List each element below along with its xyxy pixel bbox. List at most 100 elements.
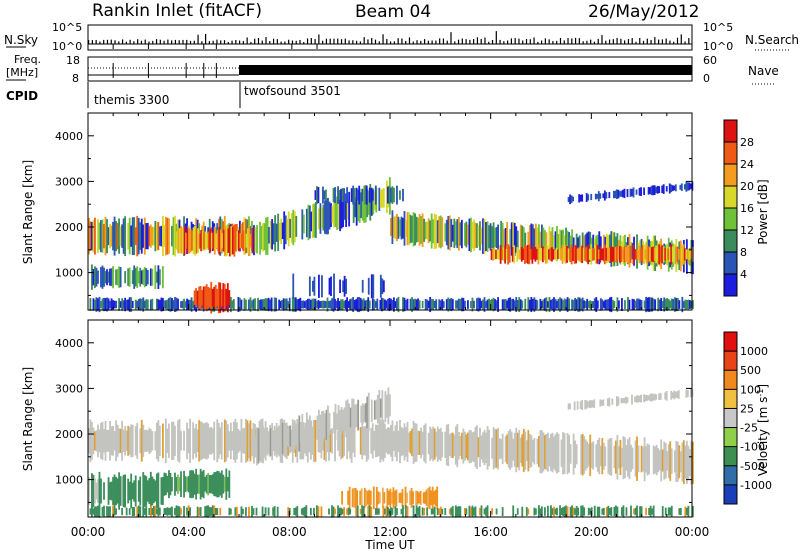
velocity-mark bbox=[157, 472, 160, 510]
power-mark bbox=[549, 247, 552, 261]
x-tick-label: 08:00 bbox=[272, 525, 307, 539]
velocity-mark bbox=[553, 506, 555, 517]
power-mark bbox=[546, 245, 549, 264]
power-mark bbox=[207, 231, 210, 250]
velocity-mark bbox=[357, 399, 360, 431]
velocity-mark bbox=[391, 420, 394, 462]
colorbar-tick-label: 25 bbox=[740, 402, 754, 415]
velocity-mark bbox=[557, 433, 560, 473]
velocity-mark bbox=[139, 506, 142, 517]
velocity-mark bbox=[550, 505, 552, 518]
nsky-bar bbox=[457, 39, 460, 44]
power-mark bbox=[394, 301, 397, 308]
nsky-bar bbox=[367, 39, 369, 44]
velocity-mark bbox=[307, 419, 310, 442]
power-mark bbox=[142, 269, 145, 286]
power-mark bbox=[397, 296, 400, 313]
power-mark bbox=[180, 227, 183, 254]
power-mark bbox=[320, 300, 323, 309]
velocity-mark bbox=[362, 426, 365, 456]
colorbar-frame bbox=[723, 331, 738, 505]
power-mark bbox=[541, 300, 543, 309]
velocity-mark bbox=[411, 428, 413, 457]
power-mark bbox=[193, 290, 196, 305]
power-mark bbox=[613, 301, 616, 308]
velocity-mark bbox=[522, 428, 525, 473]
velocity-mark bbox=[220, 470, 223, 498]
power-mark bbox=[356, 189, 359, 201]
velocity-mark bbox=[309, 421, 312, 460]
velocity-mark bbox=[364, 426, 367, 456]
velocity-mark bbox=[387, 490, 390, 505]
nsky-bar bbox=[533, 37, 535, 44]
power-mark bbox=[220, 289, 223, 307]
colorbar-tick-label: 16 bbox=[740, 202, 754, 215]
velocity-mark bbox=[283, 419, 286, 456]
velocity-mark bbox=[658, 450, 661, 471]
power-mark bbox=[592, 301, 595, 308]
power-mark bbox=[447, 215, 450, 250]
velocity-mark bbox=[610, 507, 613, 516]
power-mark bbox=[459, 298, 462, 311]
power-mark bbox=[533, 228, 536, 255]
power-mark bbox=[512, 221, 515, 257]
velocity-mark bbox=[510, 431, 513, 468]
power-mark bbox=[195, 228, 198, 253]
velocity-mark bbox=[365, 489, 368, 506]
velocity-mark bbox=[393, 431, 395, 451]
power-mark bbox=[595, 297, 598, 312]
velocity-mark bbox=[634, 396, 636, 403]
velocity-mark bbox=[473, 431, 475, 462]
power-mark bbox=[482, 299, 484, 310]
power-mark bbox=[427, 300, 430, 309]
velocity-mark bbox=[376, 394, 379, 424]
power-mark bbox=[456, 219, 459, 249]
power-mark bbox=[92, 298, 95, 311]
power-mark bbox=[182, 227, 184, 254]
velocity-mark bbox=[692, 505, 694, 518]
power-mark bbox=[180, 301, 182, 308]
velocity-mark bbox=[541, 430, 543, 474]
velocity-mark bbox=[178, 506, 181, 517]
velocity-mark bbox=[415, 423, 418, 462]
power-mark bbox=[631, 298, 634, 311]
velocity-mark bbox=[479, 427, 481, 467]
nsky-panel bbox=[87, 24, 693, 51]
power-mark bbox=[412, 299, 415, 310]
power-mark bbox=[188, 227, 190, 254]
power-mark bbox=[306, 298, 309, 311]
velocity-mark bbox=[219, 427, 222, 455]
velocity-mark bbox=[339, 409, 341, 432]
power-mark bbox=[654, 299, 657, 310]
power-mark bbox=[534, 299, 537, 310]
power-mark bbox=[590, 193, 593, 201]
velocity-mark bbox=[366, 491, 369, 505]
velocity-mark bbox=[207, 505, 210, 518]
nsky-bar bbox=[616, 37, 618, 44]
velocity-mark bbox=[671, 392, 674, 398]
nsky-bar bbox=[299, 39, 301, 44]
velocity-mark bbox=[157, 506, 160, 517]
power-mark bbox=[649, 247, 652, 262]
velocity-mark bbox=[402, 428, 404, 456]
power-mark bbox=[311, 298, 314, 311]
power-mark bbox=[501, 299, 504, 310]
velocity-mark bbox=[684, 445, 687, 479]
velocity-mark bbox=[453, 434, 456, 457]
nsky-bar bbox=[99, 41, 101, 44]
power-mark bbox=[417, 298, 419, 311]
power-mark bbox=[530, 297, 533, 313]
velocity-mark bbox=[143, 508, 146, 515]
power-mark bbox=[531, 298, 534, 311]
power-mark bbox=[677, 249, 680, 260]
power-mark bbox=[489, 223, 492, 251]
power-mark bbox=[316, 186, 318, 204]
colorbar-tick-label: 500 bbox=[740, 364, 761, 377]
velocity-mark bbox=[127, 478, 130, 504]
power-mark bbox=[192, 227, 195, 255]
nsky-bar bbox=[680, 34, 682, 44]
power-mark bbox=[405, 219, 407, 238]
power-mark bbox=[639, 299, 641, 310]
velocity-mark bbox=[416, 491, 419, 505]
velocity-mark bbox=[598, 437, 601, 475]
